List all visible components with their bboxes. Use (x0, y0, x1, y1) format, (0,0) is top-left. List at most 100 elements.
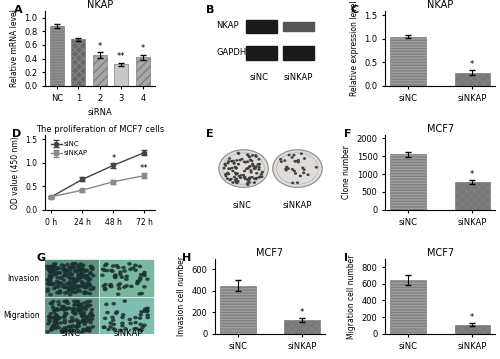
Circle shape (58, 304, 60, 306)
Circle shape (48, 270, 51, 272)
Circle shape (73, 304, 76, 306)
Circle shape (87, 281, 90, 284)
Circle shape (262, 172, 263, 173)
Bar (284, 320, 320, 334)
Circle shape (88, 278, 90, 280)
Circle shape (114, 329, 116, 331)
Title: MCF7: MCF7 (426, 248, 454, 258)
Circle shape (133, 328, 136, 330)
Circle shape (295, 161, 296, 162)
Circle shape (48, 266, 51, 268)
Circle shape (64, 327, 68, 329)
Bar (390, 37, 426, 86)
Circle shape (116, 266, 120, 269)
Circle shape (80, 275, 83, 277)
Circle shape (88, 330, 91, 332)
Circle shape (62, 305, 65, 307)
Circle shape (248, 167, 250, 168)
Circle shape (49, 302, 52, 304)
Circle shape (70, 283, 73, 285)
Text: *: * (470, 60, 474, 70)
Circle shape (259, 176, 260, 177)
Circle shape (296, 182, 298, 183)
Bar (390, 154, 426, 210)
Circle shape (48, 274, 51, 276)
Circle shape (120, 322, 124, 324)
Circle shape (248, 182, 250, 183)
Circle shape (134, 269, 137, 271)
Circle shape (123, 300, 126, 302)
Circle shape (74, 303, 77, 305)
Text: Invasion: Invasion (8, 274, 40, 283)
Text: siNC: siNC (233, 201, 252, 210)
Circle shape (84, 277, 87, 279)
Circle shape (62, 316, 66, 318)
Circle shape (236, 173, 238, 174)
Circle shape (63, 322, 66, 324)
Circle shape (80, 315, 84, 317)
Circle shape (88, 313, 92, 315)
Circle shape (240, 177, 242, 178)
Circle shape (128, 318, 132, 321)
Circle shape (298, 162, 300, 163)
Circle shape (85, 269, 88, 271)
Circle shape (294, 160, 296, 162)
Circle shape (49, 294, 52, 296)
Circle shape (292, 182, 294, 183)
Circle shape (86, 327, 90, 330)
Circle shape (74, 262, 77, 265)
Circle shape (225, 175, 227, 177)
Bar (246, 20, 276, 33)
Circle shape (81, 282, 84, 284)
Circle shape (50, 269, 52, 271)
Circle shape (55, 325, 58, 327)
Circle shape (123, 270, 126, 272)
Circle shape (80, 267, 84, 270)
Circle shape (52, 300, 55, 303)
Circle shape (234, 172, 236, 174)
Circle shape (78, 276, 82, 278)
Text: siNKAP: siNKAP (284, 73, 313, 82)
Circle shape (51, 271, 54, 273)
Circle shape (91, 314, 94, 317)
Circle shape (143, 274, 146, 276)
Circle shape (138, 277, 142, 279)
X-axis label: siRNA: siRNA (88, 108, 112, 117)
Circle shape (139, 323, 142, 326)
Circle shape (80, 272, 84, 274)
Circle shape (92, 286, 95, 289)
Circle shape (56, 315, 58, 317)
Circle shape (68, 266, 71, 268)
Circle shape (140, 292, 143, 295)
Circle shape (48, 276, 52, 278)
Circle shape (72, 280, 76, 282)
Circle shape (68, 289, 71, 291)
Circle shape (86, 301, 89, 303)
Circle shape (46, 283, 50, 285)
Circle shape (78, 303, 81, 306)
Circle shape (90, 312, 93, 314)
Circle shape (114, 275, 116, 278)
Circle shape (124, 278, 128, 280)
Circle shape (82, 318, 85, 321)
Circle shape (244, 178, 246, 180)
Circle shape (252, 165, 254, 166)
Circle shape (118, 287, 121, 289)
Circle shape (124, 328, 127, 330)
Circle shape (68, 280, 72, 283)
Circle shape (258, 164, 260, 165)
Circle shape (74, 269, 78, 271)
Circle shape (56, 282, 60, 284)
Circle shape (57, 291, 60, 294)
Circle shape (72, 266, 75, 268)
Circle shape (65, 300, 68, 302)
Circle shape (74, 279, 78, 281)
Circle shape (86, 316, 88, 318)
Y-axis label: Clone number: Clone number (342, 145, 351, 199)
Circle shape (78, 274, 82, 276)
Text: siNC: siNC (250, 73, 268, 82)
Circle shape (62, 286, 65, 288)
Circle shape (52, 269, 54, 271)
Text: F: F (344, 129, 351, 139)
Circle shape (76, 271, 79, 273)
